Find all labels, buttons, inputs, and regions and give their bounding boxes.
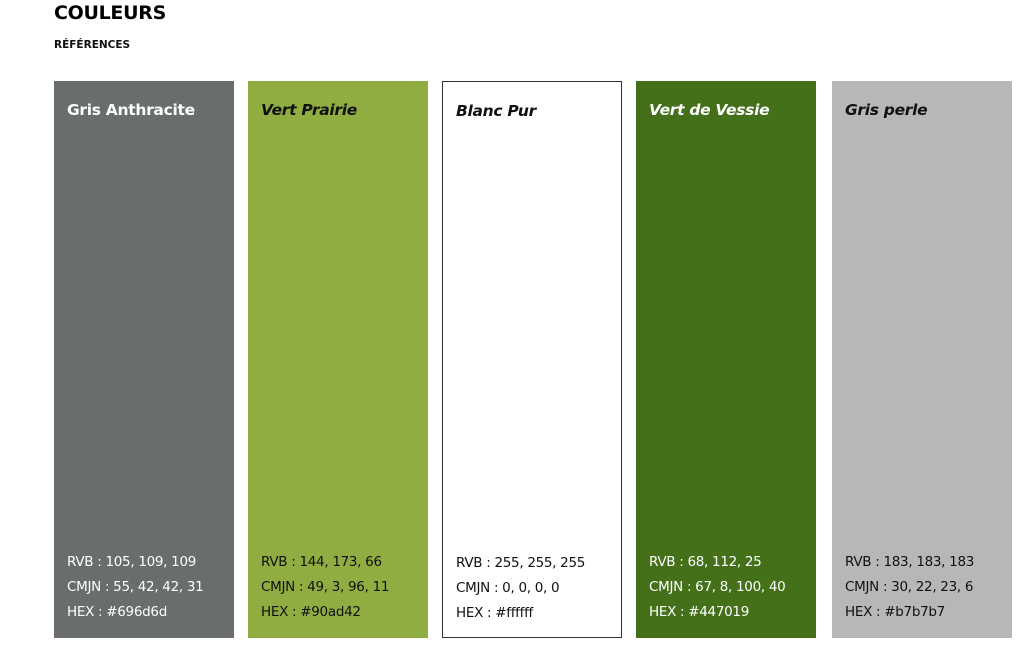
swatch-cmjn: CMJN : 30, 22, 23, 6 [845, 579, 974, 595]
swatch-cmjn: CMJN : 0, 0, 0, 0 [456, 580, 560, 596]
page-subtitle: RÉFÉRENCES [54, 39, 131, 51]
swatch-blanc-pur: Blanc Pur RVB : 255, 255, 255 CMJN : 0, 0… [442, 81, 622, 638]
swatch-rvb: RVB : 255, 255, 255 [456, 555, 586, 571]
swatch-gris-perle: Gris perle RVB : 183, 183, 183 CMJN : 30,… [832, 81, 1012, 638]
swatch-rvb: RVB : 144, 173, 66 [261, 554, 382, 570]
swatch-rvb: RVB : 68, 112, 25 [649, 554, 762, 570]
swatch-vert-de-vessie: Vert de Vessie RVB : 68, 112, 25 CMJN : 6… [636, 81, 816, 638]
swatch-hex: HEX : #90ad42 [261, 604, 361, 620]
swatch-hex: HEX : #b7b7b7 [845, 604, 945, 620]
swatch-name: Vert Prairie [261, 101, 357, 119]
swatch-rvb: RVB : 105, 109, 109 [67, 554, 197, 570]
swatch-gris-anthracite: Gris Anthracite RVB : 105, 109, 109 CMJN … [54, 81, 234, 638]
swatch-name: Gris perle [845, 101, 928, 119]
swatch-cmjn: CMJN : 67, 8, 100, 40 [649, 579, 786, 595]
swatch-rvb: RVB : 183, 183, 183 [845, 554, 975, 570]
swatch-hex: HEX : #696d6d [67, 604, 167, 620]
swatch-hex: HEX : #ffffff [456, 605, 533, 621]
swatch-name: Blanc Pur [456, 102, 536, 120]
swatch-cmjn: CMJN : 55, 42, 42, 31 [67, 579, 204, 595]
swatch-name: Vert de Vessie [649, 101, 770, 119]
page-title: COULEURS [54, 2, 166, 24]
swatch-name: Gris Anthracite [67, 101, 195, 119]
swatch-cmjn: CMJN : 49, 3, 96, 11 [261, 579, 390, 595]
swatch-vert-prairie: Vert Prairie RVB : 144, 173, 66 CMJN : 49… [248, 81, 428, 638]
swatch-hex: HEX : #447019 [649, 604, 750, 620]
